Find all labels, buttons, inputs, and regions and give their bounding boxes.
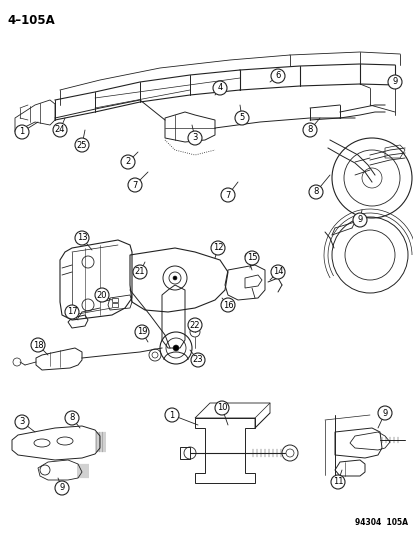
Text: 3: 3	[19, 417, 25, 426]
Circle shape	[352, 213, 366, 227]
Circle shape	[308, 185, 322, 199]
Text: 7: 7	[132, 181, 138, 190]
Text: 18: 18	[33, 341, 43, 350]
Text: 8: 8	[313, 188, 318, 197]
Circle shape	[75, 231, 89, 245]
Circle shape	[135, 325, 149, 339]
Text: 94304  105A: 94304 105A	[354, 518, 407, 527]
Circle shape	[221, 298, 235, 312]
Circle shape	[188, 131, 202, 145]
Circle shape	[211, 241, 224, 255]
Text: 15: 15	[246, 254, 256, 262]
Text: 12: 12	[212, 244, 223, 253]
Circle shape	[133, 265, 147, 279]
Text: 9: 9	[382, 408, 387, 417]
Text: 1: 1	[169, 410, 174, 419]
Circle shape	[31, 338, 45, 352]
Text: 5: 5	[239, 114, 244, 123]
Circle shape	[271, 69, 284, 83]
Text: 17: 17	[66, 308, 77, 317]
Text: 8: 8	[306, 125, 312, 134]
Text: 1: 1	[19, 127, 24, 136]
Circle shape	[212, 81, 226, 95]
Text: 9: 9	[59, 483, 64, 492]
Circle shape	[65, 305, 79, 319]
Text: 25: 25	[76, 141, 87, 149]
Text: 2: 2	[125, 157, 131, 166]
Circle shape	[121, 155, 135, 169]
Circle shape	[65, 411, 79, 425]
Text: 4: 4	[217, 84, 222, 93]
Circle shape	[165, 408, 178, 422]
Text: 9: 9	[356, 215, 362, 224]
Text: 11: 11	[332, 478, 342, 487]
Text: 19: 19	[136, 327, 147, 336]
Text: 7: 7	[225, 190, 230, 199]
Circle shape	[55, 481, 69, 495]
Text: 9: 9	[392, 77, 396, 86]
Circle shape	[302, 123, 316, 137]
Circle shape	[235, 111, 248, 125]
Circle shape	[128, 178, 142, 192]
Text: 10: 10	[216, 403, 227, 413]
Circle shape	[188, 318, 202, 332]
Text: 21: 21	[134, 268, 145, 277]
Circle shape	[221, 188, 235, 202]
Text: 8: 8	[69, 414, 74, 423]
Circle shape	[53, 123, 67, 137]
Text: 3: 3	[192, 133, 197, 142]
Text: 23: 23	[192, 356, 203, 365]
Circle shape	[214, 401, 228, 415]
Circle shape	[173, 345, 178, 351]
Text: 20: 20	[97, 290, 107, 300]
Circle shape	[377, 406, 391, 420]
Text: 13: 13	[76, 233, 87, 243]
Circle shape	[271, 265, 284, 279]
Text: 24: 24	[55, 125, 65, 134]
Text: 16: 16	[222, 301, 233, 310]
Circle shape	[330, 475, 344, 489]
Circle shape	[75, 138, 89, 152]
Circle shape	[95, 288, 109, 302]
Circle shape	[15, 125, 29, 139]
Text: 14: 14	[272, 268, 282, 277]
Circle shape	[173, 276, 177, 280]
Text: 22: 22	[189, 320, 200, 329]
Circle shape	[244, 251, 259, 265]
Circle shape	[15, 415, 29, 429]
Circle shape	[190, 353, 204, 367]
Text: 4–105A: 4–105A	[7, 14, 55, 27]
Text: 6: 6	[275, 71, 280, 80]
Circle shape	[387, 75, 401, 89]
